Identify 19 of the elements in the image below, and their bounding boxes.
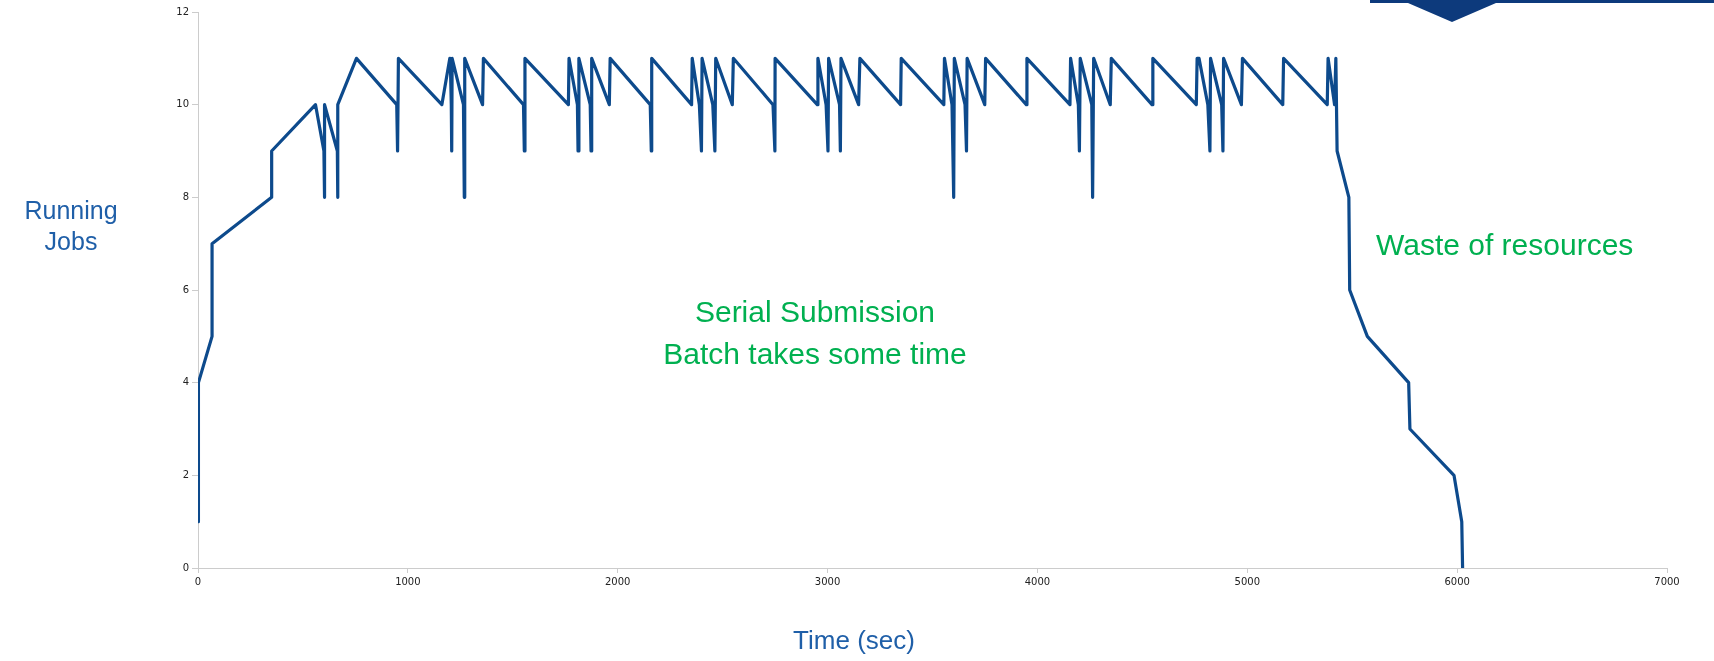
y-tick-label: 8 [182, 190, 189, 202]
annotation: Waste of resources [1376, 228, 1635, 262]
x-tick-label: 6000 [1444, 575, 1470, 587]
annotation: Serial Submission Batch takes some time [662, 294, 968, 372]
x-tick-label: 1000 [395, 575, 421, 587]
y-tick-label: 4 [182, 376, 189, 388]
x-tick-label: 2000 [604, 575, 631, 587]
x-axis-title: Time (sec) [792, 625, 916, 656]
y-tick-label: 0 [182, 561, 189, 573]
y-tick-label: 6 [182, 283, 189, 295]
x-tick-label: 7000 [1654, 575, 1680, 587]
y-axis-title: Running Jobs [23, 195, 119, 257]
y-tick-label: 2 [182, 468, 189, 480]
y-tick-label: 12 [176, 5, 189, 17]
x-tick-label: 0 [194, 575, 202, 587]
x-tick-label: 5000 [1234, 575, 1261, 587]
y-tick-label: 10 [176, 98, 189, 110]
x-tick-label: 3000 [814, 575, 841, 587]
x-tick-label: 4000 [1024, 575, 1051, 587]
